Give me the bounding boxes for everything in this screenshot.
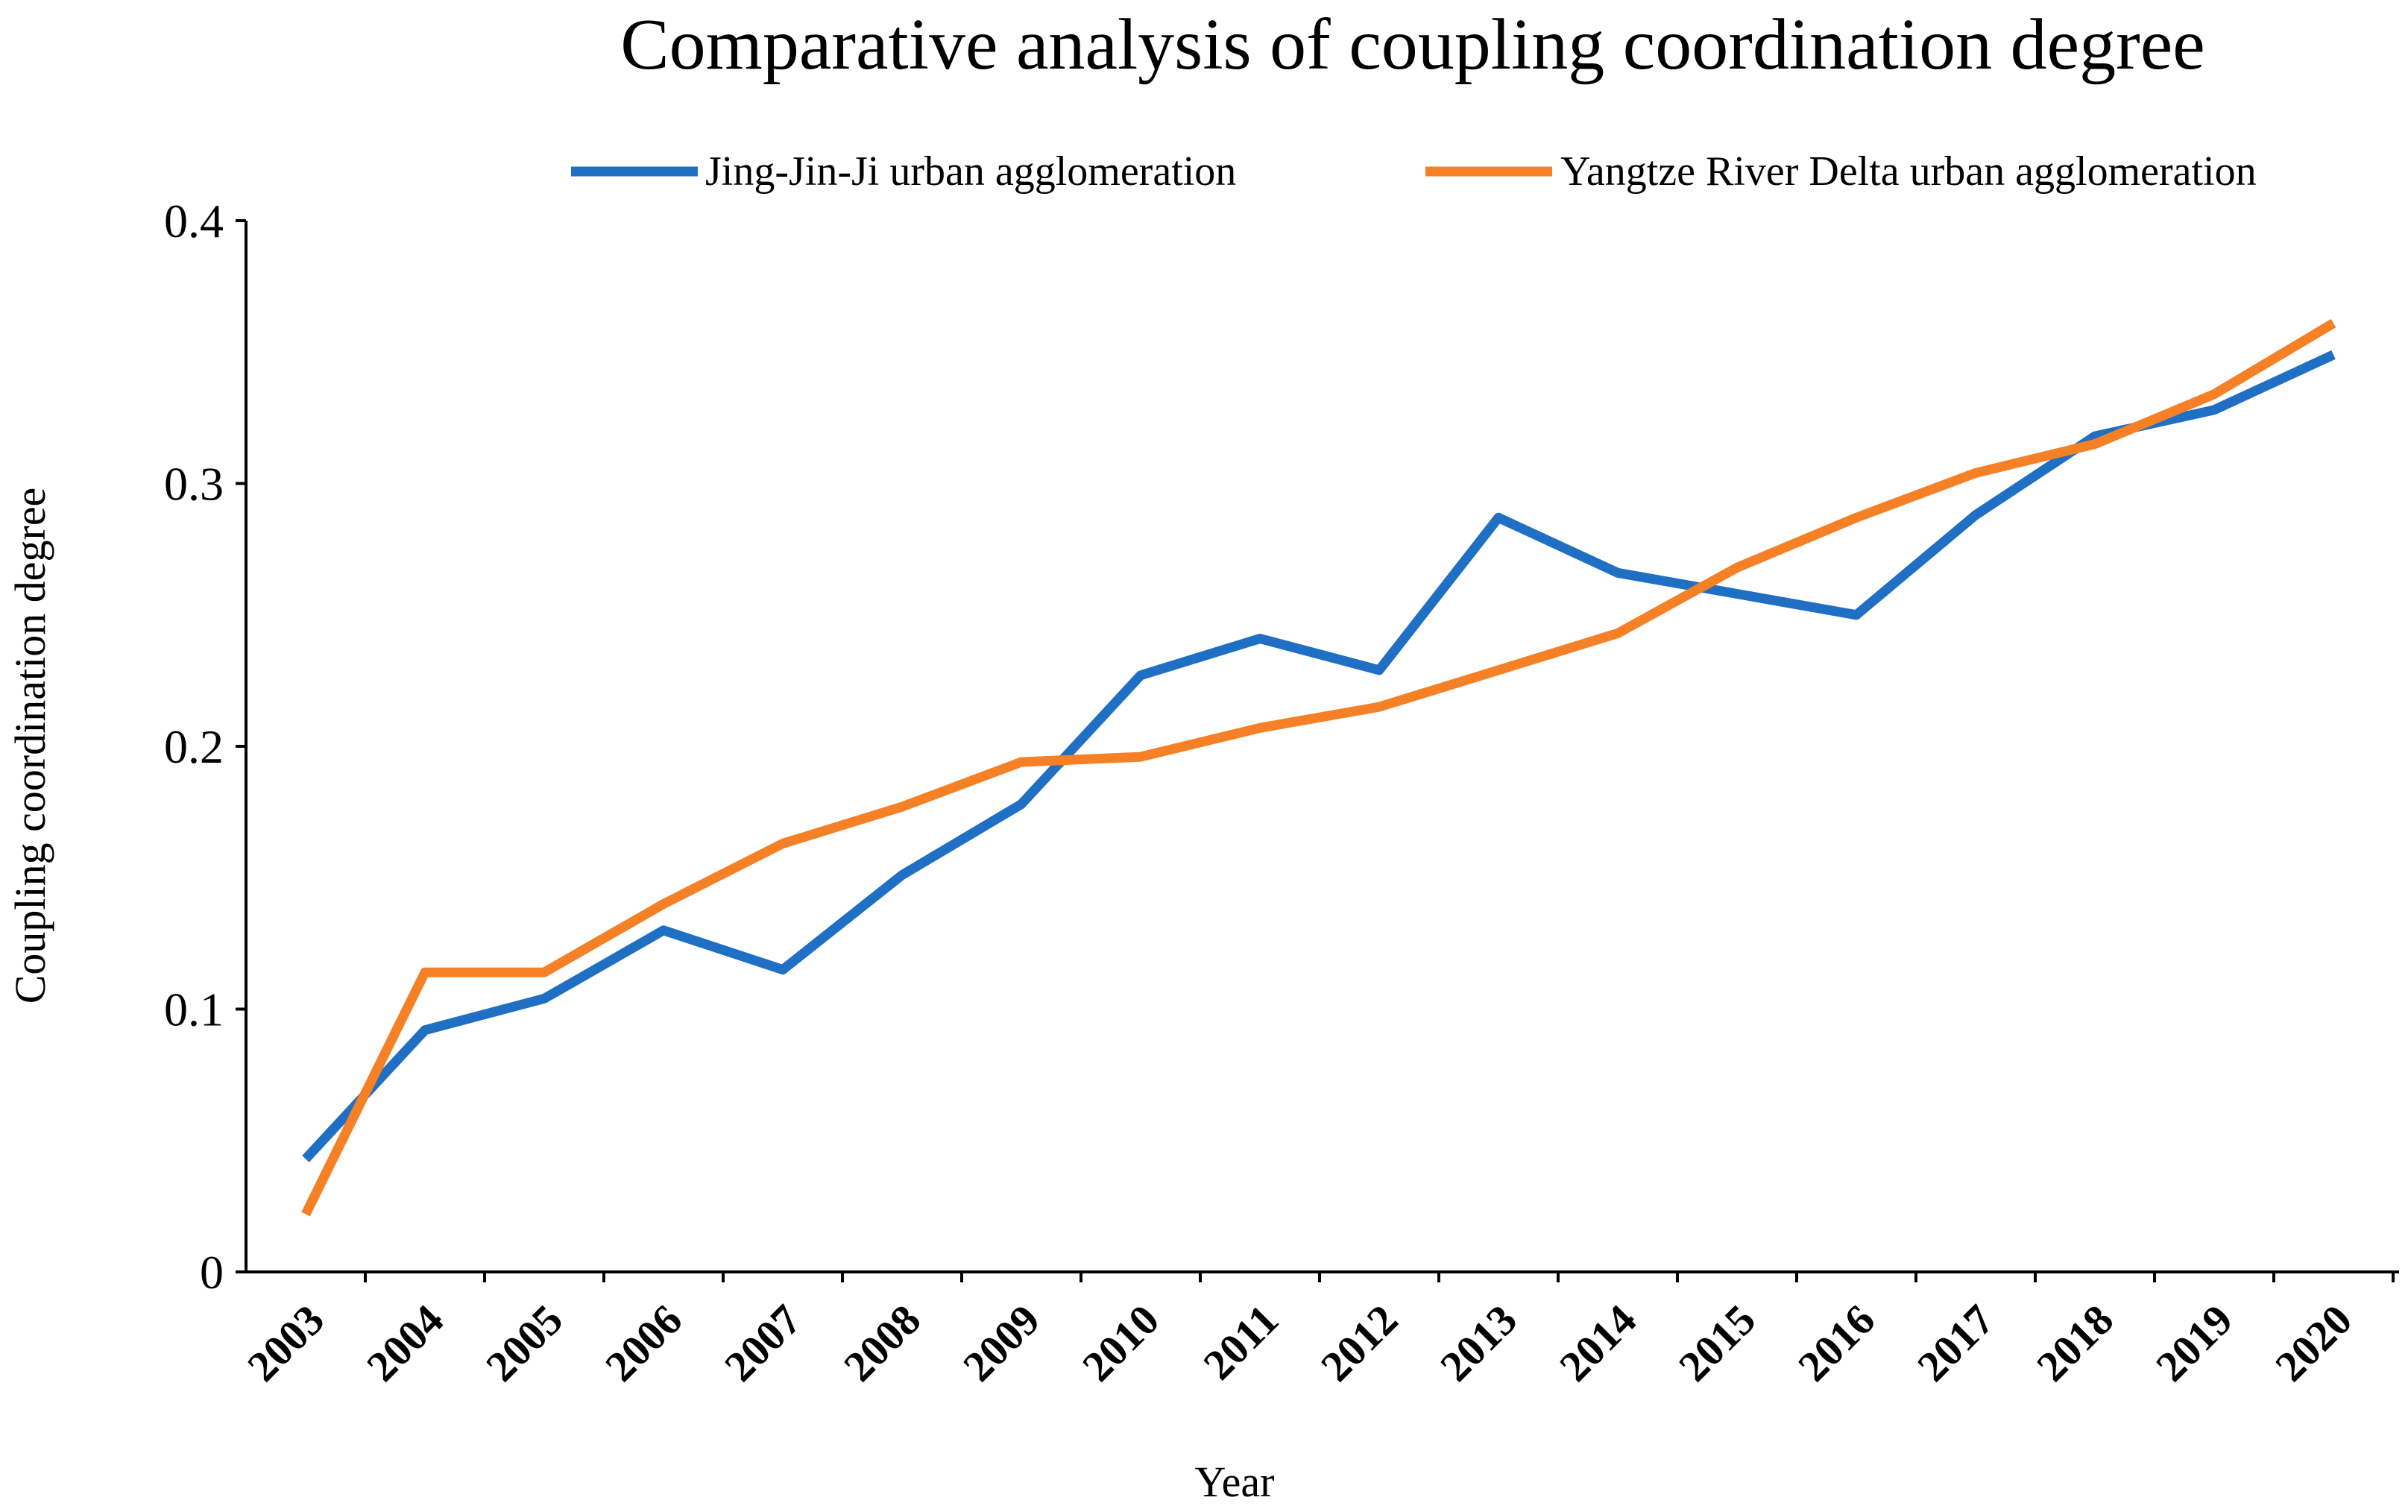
x-tick-label: 2003 (238, 1295, 333, 1390)
x-tick-label: 2004 (357, 1295, 453, 1390)
x-tick-label: 2017 (1908, 1295, 2003, 1390)
x-tick-label: 2011 (1194, 1295, 1287, 1389)
chart-title: Comparative analysis of coupling coordin… (620, 4, 2204, 85)
x-axis-ticks: 2003 2004 2005 2006 2007 2008 2009 2010 2011 2012… (238, 1272, 2395, 1390)
x-axis-title: Year (1195, 1458, 1275, 1506)
legend: Jing-Jin-Ji urban agglomeration Yangtze R… (571, 148, 2257, 195)
legend-label: Jing-Jin-Ji urban agglomeration (705, 148, 1236, 195)
y-tick-label: 0.1 (164, 983, 224, 1036)
series-lines (301, 318, 2336, 1217)
x-tick-label: 2007 (715, 1295, 810, 1390)
x-tick-label: 2020 (2266, 1295, 2361, 1390)
series-line-yangtze-river-delta (301, 318, 2336, 1217)
x-tick-label: 2016 (1788, 1295, 1884, 1390)
y-tick-label: 0 (200, 1246, 224, 1299)
x-tick-label: 2013 (1431, 1295, 1526, 1390)
x-tick-label: 2015 (1669, 1295, 1765, 1390)
y-axis-title: Coupling coordination degree (6, 488, 54, 1004)
x-tick-label: 2014 (1550, 1295, 1645, 1390)
x-tick-label: 2006 (596, 1295, 691, 1390)
series-line-jing-jin-ji (302, 350, 2336, 1162)
x-tick-label: 2010 (1073, 1295, 1168, 1390)
x-tick-label: 2005 (476, 1295, 572, 1390)
x-tick-label: 2018 (2027, 1295, 2122, 1390)
y-axis-ticks: 0 0.1 0.2 0.3 0.4 (164, 195, 246, 1299)
y-tick-label: 0.2 (164, 720, 224, 773)
x-tick-label: 2012 (1311, 1295, 1407, 1390)
y-tick-label: 0.3 (164, 458, 224, 511)
x-tick-label: 2009 (954, 1295, 1049, 1390)
y-tick-label: 0.4 (164, 195, 224, 248)
x-tick-label: 2008 (834, 1295, 930, 1390)
legend-label: Yangtze River Delta urban agglomeration (1560, 148, 2257, 195)
x-tick-label: 2019 (2146, 1295, 2242, 1390)
